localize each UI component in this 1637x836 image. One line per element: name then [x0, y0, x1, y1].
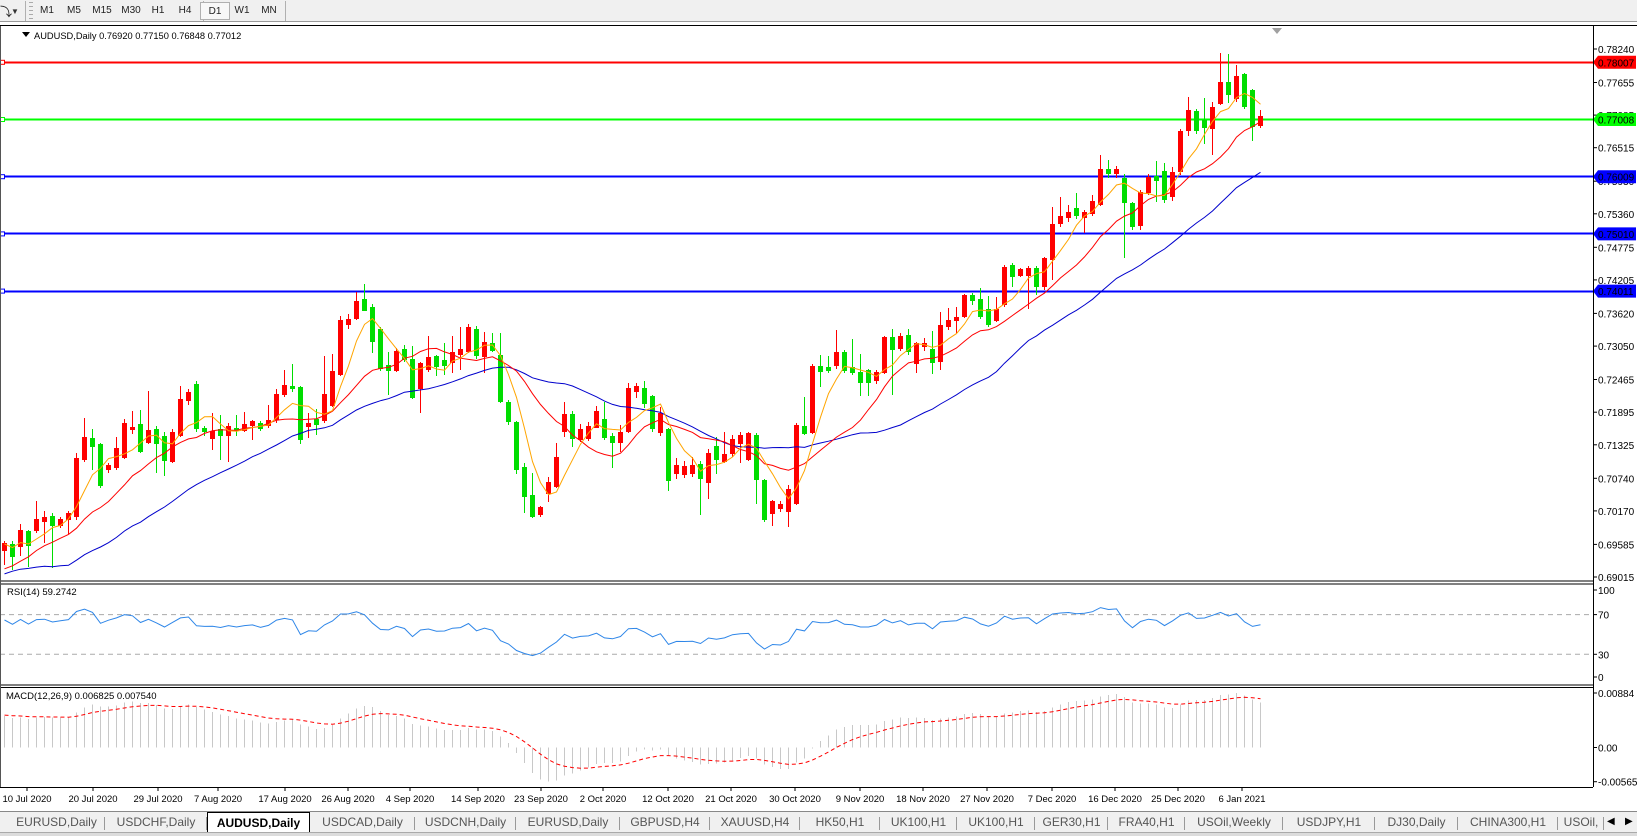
- svg-text:0: 0: [1598, 673, 1604, 684]
- svg-text:16 Dec 2020: 16 Dec 2020: [1088, 794, 1142, 805]
- svg-text:0.70740: 0.70740: [1598, 474, 1635, 485]
- svg-text:14 Sep 2020: 14 Sep 2020: [451, 794, 505, 805]
- svg-text:21 Oct 2020: 21 Oct 2020: [705, 794, 757, 805]
- svg-text:23 Sep 2020: 23 Sep 2020: [514, 794, 568, 805]
- svg-text:0.74205: 0.74205: [1598, 276, 1635, 287]
- svg-text:0.73620: 0.73620: [1598, 309, 1635, 320]
- svg-text:12 Oct 2020: 12 Oct 2020: [642, 794, 694, 805]
- svg-text:26 Aug 2020: 26 Aug 2020: [321, 794, 374, 805]
- svg-text:27 Nov 2020: 27 Nov 2020: [960, 794, 1014, 805]
- svg-text:0.70170: 0.70170: [1598, 507, 1635, 518]
- svg-text:20 Jul 2020: 20 Jul 2020: [68, 794, 117, 805]
- svg-text:0.00884: 0.00884: [1598, 689, 1635, 700]
- svg-text:4 Sep 2020: 4 Sep 2020: [386, 794, 435, 805]
- svg-text:RSI(14) 59.2742: RSI(14) 59.2742: [7, 587, 77, 598]
- svg-text:AUDUSD,Daily 0.76920 0.77150: AUDUSD,Daily 0.76920 0.77150 0.76848 0.7…: [34, 31, 241, 41]
- svg-text:0.78007: 0.78007: [1598, 58, 1635, 69]
- svg-text:0.73050: 0.73050: [1598, 342, 1635, 353]
- svg-text:6 Jan 2021: 6 Jan 2021: [1218, 794, 1265, 805]
- svg-text:0.72465: 0.72465: [1598, 376, 1635, 387]
- svg-text:MACD(12,26,9) 0.006825 0.00754: MACD(12,26,9) 0.006825 0.007540: [6, 691, 157, 702]
- svg-text:29 Jul 2020: 29 Jul 2020: [133, 794, 182, 805]
- svg-text:0.74011: 0.74011: [1598, 287, 1634, 298]
- svg-text:0.71895: 0.71895: [1598, 408, 1635, 419]
- svg-text:30 Oct 2020: 30 Oct 2020: [769, 794, 821, 805]
- svg-text:7 Dec 2020: 7 Dec 2020: [1028, 794, 1077, 805]
- svg-text:25 Dec 2020: 25 Dec 2020: [1151, 794, 1205, 805]
- svg-text:0.69015: 0.69015: [1598, 573, 1635, 584]
- svg-text:0.76009: 0.76009: [1598, 173, 1635, 184]
- svg-text:0.00: 0.00: [1598, 744, 1618, 755]
- svg-text:0.77655: 0.77655: [1598, 79, 1635, 90]
- svg-text:0.75010: 0.75010: [1598, 230, 1635, 241]
- svg-text:70: 70: [1598, 611, 1610, 622]
- svg-text:0.69585: 0.69585: [1598, 540, 1635, 551]
- svg-text:17 Aug 2020: 17 Aug 2020: [258, 794, 311, 805]
- svg-text:0.74775: 0.74775: [1598, 243, 1635, 254]
- svg-text:9 Nov 2020: 9 Nov 2020: [836, 794, 885, 805]
- svg-text:18 Nov 2020: 18 Nov 2020: [896, 794, 950, 805]
- svg-text:2 Oct 2020: 2 Oct 2020: [580, 794, 626, 805]
- svg-text:30: 30: [1598, 650, 1610, 661]
- svg-text:7 Aug 2020: 7 Aug 2020: [194, 794, 242, 805]
- svg-text:10 Jul 2020: 10 Jul 2020: [2, 794, 51, 805]
- svg-text:0.71325: 0.71325: [1598, 441, 1635, 452]
- svg-text:0.75360: 0.75360: [1598, 210, 1635, 221]
- svg-text:-0.005651: -0.005651: [1598, 778, 1637, 789]
- svg-text:100: 100: [1598, 586, 1615, 597]
- svg-text:0.76515: 0.76515: [1598, 144, 1635, 155]
- svg-text:0.77008: 0.77008: [1598, 116, 1635, 127]
- svg-text:0.78240: 0.78240: [1598, 45, 1635, 56]
